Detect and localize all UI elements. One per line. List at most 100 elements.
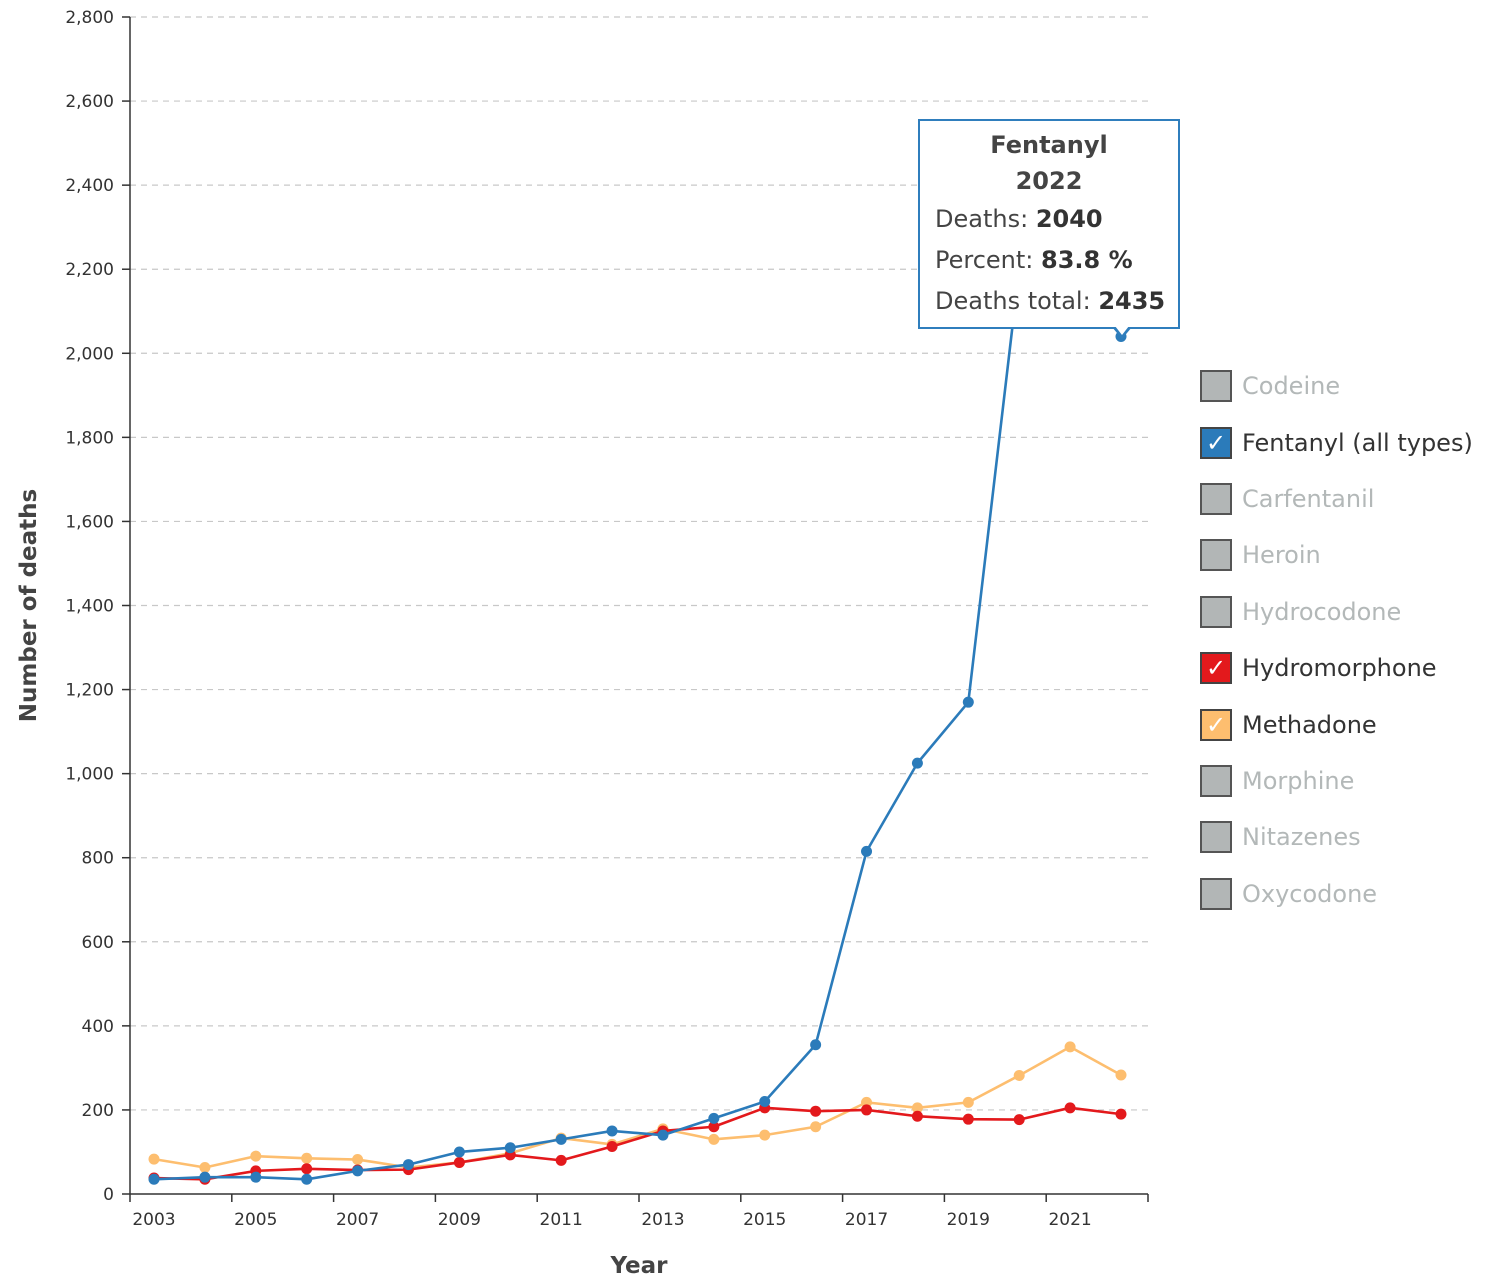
data-point [657, 1129, 669, 1141]
data-point [911, 1102, 923, 1114]
legend-label: Fentanyl (all types) [1242, 428, 1473, 457]
legend-item-heroin[interactable]: ✓ Heroin [1200, 527, 1486, 583]
data-point [962, 696, 974, 708]
series-line [153, 1045, 1122, 1169]
x-tick-label: 2009 [438, 1210, 481, 1230]
data-point [1013, 1069, 1025, 1081]
data-point [199, 1171, 211, 1183]
data-point [148, 1173, 160, 1185]
legend-label: Nitazenes [1242, 823, 1361, 852]
data-point [810, 1121, 822, 1133]
legend-item-carfentanil[interactable]: ✓ Carfentanil [1200, 471, 1486, 527]
y-tick-label: 1,400 [65, 597, 114, 617]
tooltip-series: Fentanyl [990, 131, 1108, 159]
y-tick-label: 1,600 [65, 512, 114, 532]
legend-item-fentanyl[interactable]: ✓ Fentanyl (all types) [1200, 414, 1486, 470]
checkbox-icon[interactable]: ✓ [1200, 821, 1232, 854]
data-point [1115, 1108, 1127, 1120]
x-tick-label: 2005 [234, 1210, 277, 1230]
checkbox-icon[interactable]: ✓ [1200, 539, 1232, 572]
checkbox-icon[interactable]: ✓ [1200, 652, 1232, 685]
checkbox-icon[interactable]: ✓ [1200, 764, 1232, 797]
y-tick-label: 1,200 [65, 681, 114, 701]
data-point [606, 1125, 618, 1137]
checkbox-icon[interactable]: ✓ [1200, 482, 1232, 515]
tooltip-pointer-inner [1115, 326, 1129, 335]
data-point [606, 1140, 618, 1152]
checkbox-icon[interactable]: ✓ [1200, 370, 1232, 403]
y-tick-label: 0 [103, 1185, 114, 1205]
data-point [1064, 1102, 1076, 1114]
x-tick-label: 2015 [743, 1210, 786, 1230]
data-point [911, 1110, 923, 1122]
data-point [199, 1162, 211, 1174]
legend: ✓ Codeine ✓ Fentanyl (all types) ✓ Carfenta… [1200, 358, 1486, 922]
series-line [153, 188, 1123, 1181]
data-point [861, 1096, 873, 1108]
y-tick-label: 2,200 [65, 260, 114, 280]
y-tick-label: 2,600 [65, 92, 114, 112]
legend-item-hydromorphone[interactable]: ✓ Hydromorphone [1200, 640, 1486, 696]
y-tick-label: 600 [82, 933, 114, 953]
checkbox-icon[interactable]: ✓ [1200, 595, 1232, 628]
legend-item-morphine[interactable]: ✓ Morphine [1200, 753, 1486, 809]
tooltip-deaths-label: Deaths: [935, 205, 1029, 233]
legend-label: Oxycodone [1242, 879, 1378, 908]
data-point [861, 1104, 873, 1116]
legend-item-methadone[interactable]: ✓ Methadone [1200, 696, 1486, 752]
data-point [453, 1146, 465, 1158]
data-point [453, 1156, 465, 1168]
data-point [810, 1105, 822, 1117]
data-point [708, 1133, 720, 1145]
y-tick-label: 1,800 [65, 428, 114, 448]
y-tick-label: 2,800 [65, 8, 114, 28]
data-point [708, 1121, 720, 1133]
checkbox-icon[interactable]: ✓ [1200, 426, 1232, 459]
legend-item-nitazenes[interactable]: ✓ Nitazenes [1200, 809, 1486, 865]
data-point [911, 757, 923, 769]
tooltip-total-value: 2435 [1098, 287, 1166, 315]
y-tick-label: 200 [82, 1101, 114, 1121]
data-point [301, 1173, 313, 1185]
x-tick-label: 2003 [132, 1210, 175, 1230]
data-point [861, 845, 873, 857]
data-point [250, 1171, 262, 1183]
tooltip-percent-label: Percent: [935, 246, 1034, 274]
data-point [1064, 1041, 1076, 1053]
check-icon: ✓ [1205, 428, 1227, 457]
tooltip-deaths: Deaths: 2040 [920, 199, 1178, 240]
tooltip-percent-value: 83.8 % [1041, 246, 1133, 274]
data-point [301, 1163, 313, 1175]
data-tooltip: Fentanyl 2022 Deaths: 2040 Percent: 83.8… [918, 119, 1180, 329]
legend-item-oxycodone[interactable]: ✓ Oxycodone [1200, 866, 1486, 922]
tooltip-deaths-value: 2040 [1035, 205, 1103, 233]
x-tick-label: 2007 [336, 1210, 379, 1230]
x-axis-title: Year [609, 1253, 668, 1278]
legend-label: Codeine [1242, 372, 1341, 401]
y-tick-label: 2,400 [65, 176, 114, 196]
x-tick-label: 2019 [947, 1210, 990, 1230]
data-point [352, 1165, 364, 1177]
data-point [1013, 1114, 1025, 1126]
x-tick-label: 2013 [641, 1210, 684, 1230]
legend-item-codeine[interactable]: ✓ Codeine [1200, 358, 1486, 414]
data-point [708, 1112, 720, 1124]
check-icon: ✓ [1205, 710, 1227, 739]
legend-label: Methadone [1242, 710, 1377, 739]
y-tick-label: 1,000 [65, 765, 114, 785]
data-point [250, 1150, 262, 1162]
legend-label: Hydromorphone [1242, 654, 1437, 683]
check-icon: ✓ [1205, 654, 1227, 683]
data-point [962, 1113, 974, 1125]
y-tick-label: 800 [82, 849, 114, 869]
tooltip-total-label: Deaths total: [935, 287, 1091, 315]
data-point [759, 1096, 771, 1108]
checkbox-icon[interactable]: ✓ [1200, 708, 1232, 741]
tooltip-year: 2022 [1015, 167, 1083, 195]
legend-item-hydrocodone[interactable]: ✓ Hydrocodone [1200, 584, 1486, 640]
data-point [352, 1154, 364, 1166]
y-axis-title: Number of deaths [16, 489, 42, 722]
legend-label: Heroin [1242, 541, 1321, 570]
checkbox-icon[interactable]: ✓ [1200, 877, 1232, 910]
data-point [148, 1153, 160, 1165]
